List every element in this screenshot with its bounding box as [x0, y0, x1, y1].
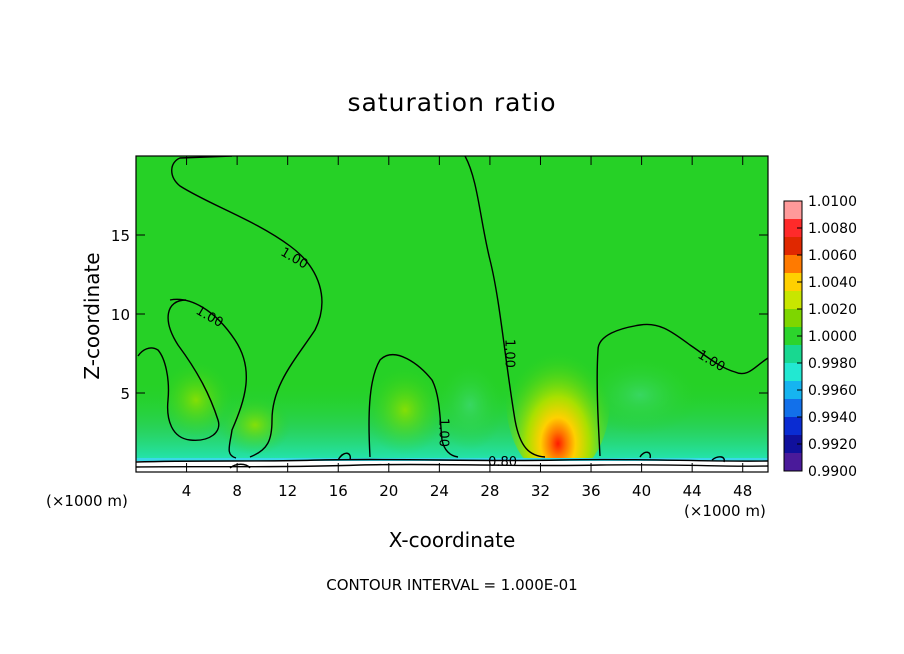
colorbar-swatch: [784, 237, 802, 256]
colorbar-label: 0.9900: [808, 464, 857, 480]
colorbar-swatch: [784, 327, 802, 346]
contour-line: [171, 156, 323, 458]
x-axis-label: X-coordinate: [388, 528, 516, 552]
contour-label: 1.00: [436, 418, 451, 447]
x-tick-label: 28: [480, 482, 499, 500]
x-tick-label: 36: [581, 482, 600, 500]
contour-line: [596, 323, 768, 457]
y-tick-label: 15: [111, 227, 130, 245]
x-tick-label: 12: [278, 482, 297, 500]
colorbar-swatch: [784, 291, 802, 310]
colorbar-label: 0.9940: [808, 410, 857, 426]
colorbar-swatch: [784, 201, 802, 220]
chart-title: saturation ratio: [347, 88, 557, 117]
contour-line: [169, 298, 247, 459]
x-unit-label-right: (×1000 m): [684, 502, 766, 520]
colorbar-swatch: [784, 345, 802, 364]
contour-label: 0.80: [488, 455, 517, 470]
y-tick-label: 10: [111, 306, 130, 324]
moist-patch-center: [365, 365, 445, 455]
x-tick-label: 40: [632, 482, 651, 500]
contour-line: [368, 354, 459, 458]
contour-lines: [136, 156, 768, 469]
colorbar-label: 1.0060: [808, 248, 857, 264]
y-tick-label: 5: [120, 385, 130, 403]
x-tick-label: 16: [329, 482, 348, 500]
x-unit-label-left: (×1000 m): [46, 492, 128, 510]
colorbar-swatch: [784, 381, 802, 400]
contour-line: [711, 456, 725, 463]
colorbar-label: 0.9920: [808, 437, 857, 453]
x-tick-label: 32: [531, 482, 550, 500]
colorbar-swatch: [784, 273, 802, 292]
colorbar-swatch: [784, 435, 802, 454]
colorbar-swatch: [784, 399, 802, 418]
x-tick-label: 8: [232, 482, 242, 500]
contour-label: 1.00: [501, 339, 516, 368]
moist-patch-left: [158, 360, 234, 440]
contour-line: [229, 463, 251, 469]
contour-line: [639, 451, 652, 459]
colorbar-swatch: [784, 219, 802, 238]
colorbar-swatch: [784, 255, 802, 274]
x-tick-label: 4: [182, 482, 192, 500]
colorbar-label: 1.0100: [808, 194, 857, 210]
x-tick-label: 44: [683, 482, 702, 500]
x-tick-label: 24: [430, 482, 449, 500]
contour-line: [136, 463, 768, 468]
colorbar-label: 0.9960: [808, 383, 857, 399]
colorbar-swatch: [784, 453, 802, 472]
surface-band: [136, 459, 768, 472]
colorbar-label: 1.0040: [808, 275, 857, 291]
colorbar-label: 1.0080: [808, 221, 857, 237]
colorbar-label: 0.9980: [808, 356, 857, 372]
contour-line: [137, 299, 220, 441]
supersaturation-core: [506, 322, 610, 472]
colorbar-label: 1.0000: [808, 329, 857, 345]
pale-patch-mid: [435, 360, 505, 450]
x-tick-label: 20: [379, 482, 398, 500]
y-axis-label: Z-coordinate: [80, 252, 104, 380]
colorbar-swatch: [784, 363, 802, 382]
pale-patch-right: [580, 355, 700, 435]
x-tick-label: 48: [733, 482, 752, 500]
colorbar-swatch: [784, 309, 802, 328]
contour-line: [136, 458, 768, 463]
contour-interval-note: CONTOUR INTERVAL = 1.000E-01: [326, 576, 578, 594]
plot-area: [136, 156, 768, 472]
x-axis-ticks: 4 8 12 16 20 24 28 32 36 40 44 48: [182, 156, 752, 500]
colorbar-label: 1.0020: [808, 302, 857, 318]
colorbar: 1.0100 1.0080 1.0060 1.0040 1.0020 1.0000 0.99…: [783, 194, 857, 480]
contour-line: [337, 452, 352, 461]
colorbar-swatch: [784, 417, 802, 436]
y-axis-ticks: 5 10 15: [111, 227, 768, 403]
contour-line: [464, 156, 546, 458]
